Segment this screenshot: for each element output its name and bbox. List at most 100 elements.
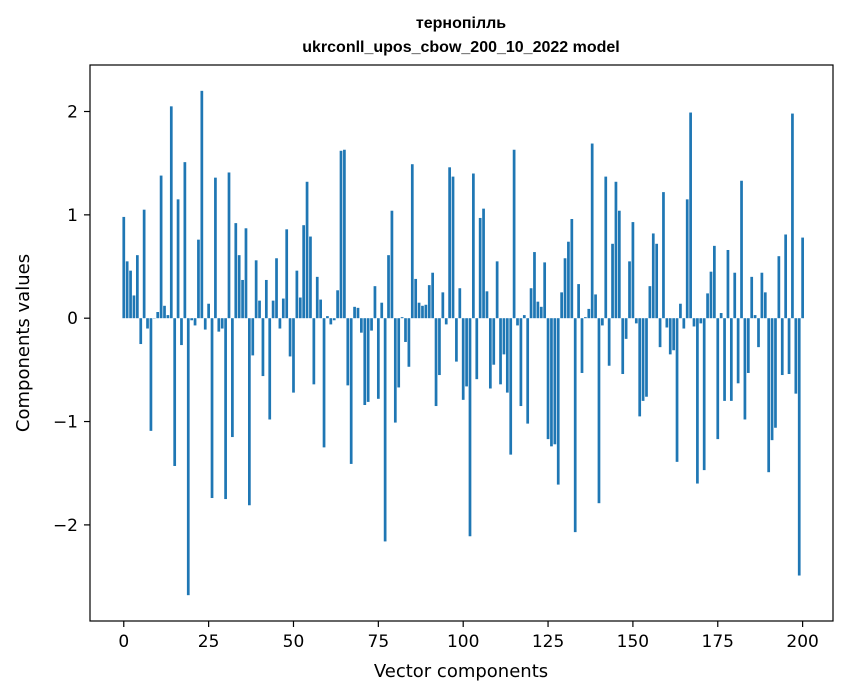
bar xyxy=(129,270,132,319)
bar xyxy=(713,245,716,319)
bar xyxy=(298,297,302,319)
bar xyxy=(288,318,292,357)
y-tick-label: 0 xyxy=(67,309,78,329)
bar xyxy=(295,270,299,319)
bar xyxy=(360,318,363,333)
bar xyxy=(546,318,550,440)
bar xyxy=(180,318,183,346)
bar xyxy=(424,304,428,319)
bar xyxy=(329,318,333,325)
bar xyxy=(482,208,485,319)
bar xyxy=(135,255,139,319)
bar xyxy=(505,318,509,393)
bar xyxy=(746,318,750,373)
bar xyxy=(322,318,326,448)
bar xyxy=(302,225,306,319)
bar xyxy=(567,241,570,319)
bar xyxy=(197,239,200,319)
bar xyxy=(373,286,377,319)
bar xyxy=(159,175,163,319)
bars-group xyxy=(122,90,804,596)
bar xyxy=(349,318,353,464)
bar xyxy=(597,318,601,504)
bar xyxy=(380,302,384,319)
bar xyxy=(509,318,513,455)
bar xyxy=(577,284,580,319)
bar xyxy=(801,237,804,319)
bar xyxy=(584,317,587,319)
bar xyxy=(648,286,652,319)
y-tick-label: −2 xyxy=(53,516,78,536)
bar xyxy=(339,150,343,319)
x-tick-label: 200 xyxy=(786,632,818,652)
x-tick-label: 50 xyxy=(283,632,305,652)
bar xyxy=(665,318,669,328)
bar xyxy=(414,278,418,319)
bar xyxy=(499,318,502,385)
bar xyxy=(614,181,618,319)
bar xyxy=(458,288,462,319)
bar xyxy=(543,262,547,319)
bar xyxy=(231,318,234,438)
bar xyxy=(556,318,560,485)
bar xyxy=(214,177,217,319)
bar xyxy=(444,318,448,325)
bar xyxy=(186,318,190,596)
y-tick-label: 1 xyxy=(67,206,78,226)
bar xyxy=(251,318,255,356)
bar xyxy=(472,173,475,319)
bar xyxy=(224,318,227,500)
bar xyxy=(655,243,659,319)
bar xyxy=(726,249,730,319)
bar xyxy=(326,316,329,319)
bar xyxy=(438,318,441,376)
bar xyxy=(519,318,523,407)
bar xyxy=(757,318,760,348)
bar xyxy=(651,233,655,319)
bar xyxy=(122,216,126,319)
bar xyxy=(220,318,224,329)
x-tick-label: 75 xyxy=(368,632,390,652)
bar xyxy=(244,228,248,319)
y-tick-label: 2 xyxy=(67,103,78,123)
bar xyxy=(617,210,621,319)
bar xyxy=(258,300,261,319)
bar xyxy=(716,318,720,440)
bar xyxy=(736,318,740,384)
bar xyxy=(254,260,258,319)
bar xyxy=(193,318,197,326)
bar xyxy=(227,172,231,319)
x-axis-ticks: 0 25 50 75 100 125 150 175 200 xyxy=(118,621,819,652)
bar xyxy=(183,162,187,319)
bar xyxy=(573,318,577,533)
bar xyxy=(570,218,574,319)
bar xyxy=(621,318,625,375)
bar xyxy=(536,301,540,319)
bar xyxy=(743,318,747,420)
bar xyxy=(248,318,251,506)
bar xyxy=(767,318,771,473)
bar xyxy=(163,305,166,319)
bar xyxy=(156,312,160,319)
bar xyxy=(563,258,567,319)
x-tick-label: 100 xyxy=(447,632,479,652)
bar xyxy=(285,229,289,319)
bar xyxy=(203,318,207,330)
bar xyxy=(305,181,309,319)
bar xyxy=(750,276,754,319)
bar xyxy=(417,302,421,319)
bar xyxy=(448,167,451,319)
bar xyxy=(434,318,438,407)
bar xyxy=(275,258,278,319)
bar xyxy=(675,318,679,462)
bar xyxy=(645,318,648,397)
bar xyxy=(587,308,591,319)
x-tick-label: 25 xyxy=(198,632,220,652)
bar xyxy=(611,243,614,319)
bar xyxy=(427,285,431,319)
bar xyxy=(237,255,241,319)
bar xyxy=(485,291,489,319)
bar xyxy=(410,164,414,319)
bar xyxy=(407,318,411,367)
plot-area-frame xyxy=(89,64,834,622)
